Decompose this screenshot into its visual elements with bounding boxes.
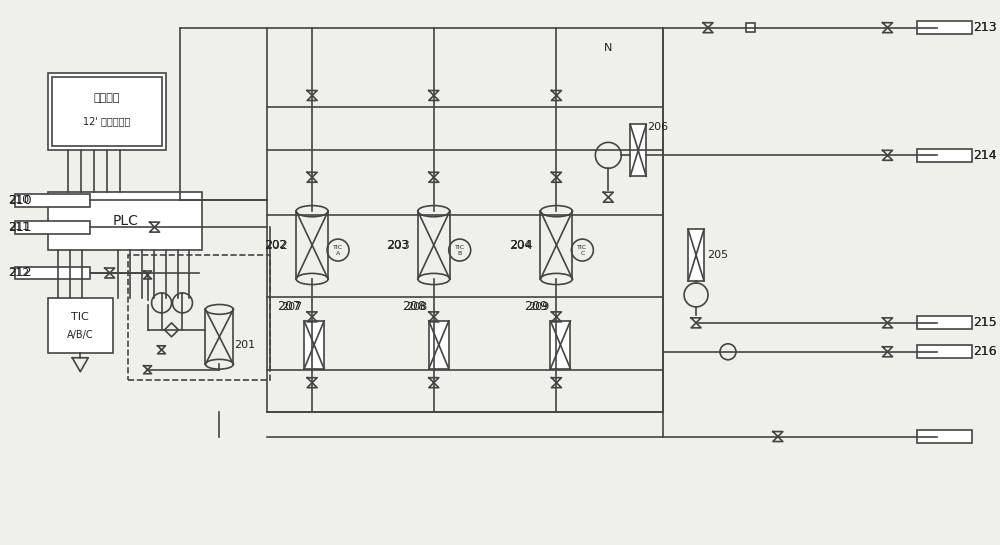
Text: 206: 206 — [648, 123, 669, 132]
Text: 211: 211 — [8, 221, 32, 234]
Text: C: C — [580, 251, 585, 256]
Bar — [52, 76, 162, 147]
Bar — [15, 193, 90, 207]
Text: 208: 208 — [402, 300, 426, 313]
Text: 215: 215 — [973, 316, 997, 329]
Text: 216: 216 — [973, 346, 997, 358]
Text: 212: 212 — [8, 268, 29, 278]
Bar — [15, 221, 90, 234]
Text: 209: 209 — [528, 302, 549, 312]
Bar — [917, 317, 972, 329]
Text: 216: 216 — [973, 346, 997, 358]
Text: A/B/C: A/B/C — [67, 330, 94, 340]
Text: 208: 208 — [406, 302, 427, 312]
Text: PLC: PLC — [112, 214, 138, 228]
Bar — [15, 267, 90, 280]
Text: 207: 207 — [277, 300, 301, 313]
Bar — [48, 192, 202, 250]
Text: 209: 209 — [524, 300, 547, 313]
Text: 214: 214 — [973, 149, 997, 162]
Text: TIC: TIC — [455, 245, 465, 250]
Text: 204: 204 — [510, 240, 531, 250]
Bar — [429, 321, 449, 369]
Text: 213: 213 — [973, 21, 997, 34]
Bar — [917, 21, 972, 34]
Bar — [746, 23, 755, 32]
Bar — [917, 430, 972, 443]
Bar — [917, 149, 972, 162]
Text: 213: 213 — [973, 21, 997, 34]
Bar — [48, 72, 166, 150]
Bar — [48, 298, 113, 353]
Bar — [128, 255, 270, 380]
Text: 203: 203 — [386, 239, 410, 252]
Text: 203: 203 — [387, 240, 408, 250]
Bar — [688, 229, 704, 281]
Text: TIC: TIC — [577, 245, 587, 250]
Text: 214: 214 — [973, 149, 997, 162]
Bar — [630, 124, 646, 176]
Text: 212: 212 — [8, 267, 32, 280]
Text: TIC: TIC — [333, 245, 343, 250]
Text: A: A — [336, 251, 340, 256]
Text: 202: 202 — [266, 240, 287, 250]
Bar — [917, 346, 972, 358]
Bar — [267, 28, 663, 411]
Bar — [550, 321, 570, 369]
Text: B: B — [458, 251, 462, 256]
Text: 204: 204 — [509, 239, 532, 252]
Text: 205: 205 — [707, 250, 729, 260]
Text: 人机界面: 人机界面 — [93, 93, 120, 103]
Text: TIC: TIC — [71, 312, 89, 322]
Text: 211: 211 — [8, 222, 29, 232]
Bar — [304, 321, 324, 369]
Text: 12' 彩色触摸屏: 12' 彩色触摸屏 — [83, 117, 130, 126]
Text: 215: 215 — [973, 316, 997, 329]
Text: 202: 202 — [264, 239, 288, 252]
Text: 201: 201 — [234, 340, 255, 350]
Text: 210: 210 — [8, 193, 32, 207]
Text: N: N — [604, 43, 612, 53]
Text: 207: 207 — [282, 302, 303, 312]
Text: 210: 210 — [8, 195, 29, 205]
